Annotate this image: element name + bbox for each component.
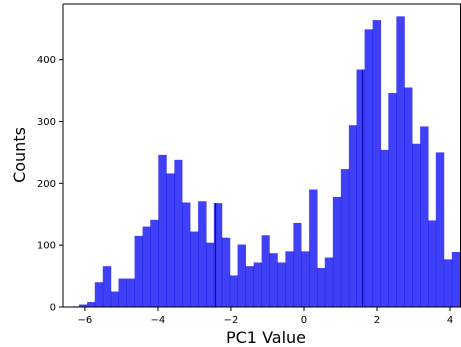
histogram-bar: [206, 242, 215, 307]
histogram-bar: [245, 266, 254, 307]
histogram-bar: [134, 235, 143, 307]
histogram-bars: [71, 16, 461, 308]
histogram-bar: [420, 126, 429, 307]
histogram-bar: [229, 275, 238, 307]
histogram-bar: [198, 201, 207, 307]
histogram-bar: [451, 251, 461, 307]
y-tick-label: 200: [37, 179, 56, 190]
histogram-bar: [261, 235, 270, 307]
histogram-bar: [285, 251, 294, 307]
histogram-bar: [253, 262, 263, 307]
histogram-bar: [388, 93, 397, 307]
histogram-bar: [79, 304, 88, 307]
histogram-bar: [94, 282, 104, 307]
y-tick-label: 0: [50, 303, 56, 314]
histogram-bar: [102, 266, 112, 307]
histogram-bar: [324, 257, 334, 307]
histogram-bar: [435, 152, 445, 307]
histogram-bar: [340, 169, 350, 307]
x-tick-label: −2: [224, 315, 239, 326]
histogram-bar: [428, 220, 437, 307]
histogram-bar: [142, 226, 151, 307]
histogram-bar: [396, 16, 405, 308]
histogram-bar: [166, 173, 175, 307]
histogram-bar: [237, 244, 246, 307]
histogram-bar: [174, 159, 183, 307]
x-axis-title: PC1 Value: [226, 328, 306, 347]
x-axis-ticks: −6 −4 −2 0 2 4: [78, 307, 453, 326]
histogram-bar: [293, 222, 302, 307]
histogram-bar: [87, 302, 96, 307]
x-tick-label: −6: [78, 315, 93, 326]
y-tick-label: 400: [37, 55, 56, 66]
x-tick-label: 0: [301, 315, 307, 326]
histogram-bar: [150, 219, 159, 307]
histogram-bar: [309, 189, 318, 307]
x-tick-label: −4: [151, 315, 166, 326]
histogram-bar: [356, 69, 365, 307]
histogram-bar: [277, 262, 286, 307]
histogram-bar: [269, 253, 278, 307]
histogram-bar: [348, 125, 357, 307]
histogram-bar: [190, 231, 199, 307]
histogram-bar: [301, 251, 310, 307]
x-tick-label: 4: [447, 315, 453, 326]
histogram-bar: [110, 291, 119, 307]
histogram-bar: [213, 203, 223, 307]
histogram-bar: [182, 202, 191, 307]
histogram-bar: [126, 278, 135, 307]
y-axis-ticks: 0 100 200 300 400: [37, 55, 63, 314]
histogram-bar: [443, 259, 453, 307]
histogram-bar: [332, 196, 342, 307]
histogram-bar: [372, 20, 382, 308]
marker-lines: [215, 69, 363, 307]
x-tick-label: 2: [374, 315, 380, 326]
histogram-bar: [118, 278, 127, 307]
histogram-bar: [380, 149, 389, 307]
histogram-bar: [317, 268, 326, 307]
y-tick-label: 100: [37, 241, 56, 252]
histogram-bar: [412, 143, 421, 307]
histogram-bar: [158, 154, 167, 307]
histogram-bar: [364, 29, 374, 307]
histogram-bar: [221, 237, 231, 307]
histogram-bar: [404, 87, 413, 307]
y-tick-label: 300: [37, 117, 56, 128]
y-axis-title: Counts: [10, 127, 29, 183]
